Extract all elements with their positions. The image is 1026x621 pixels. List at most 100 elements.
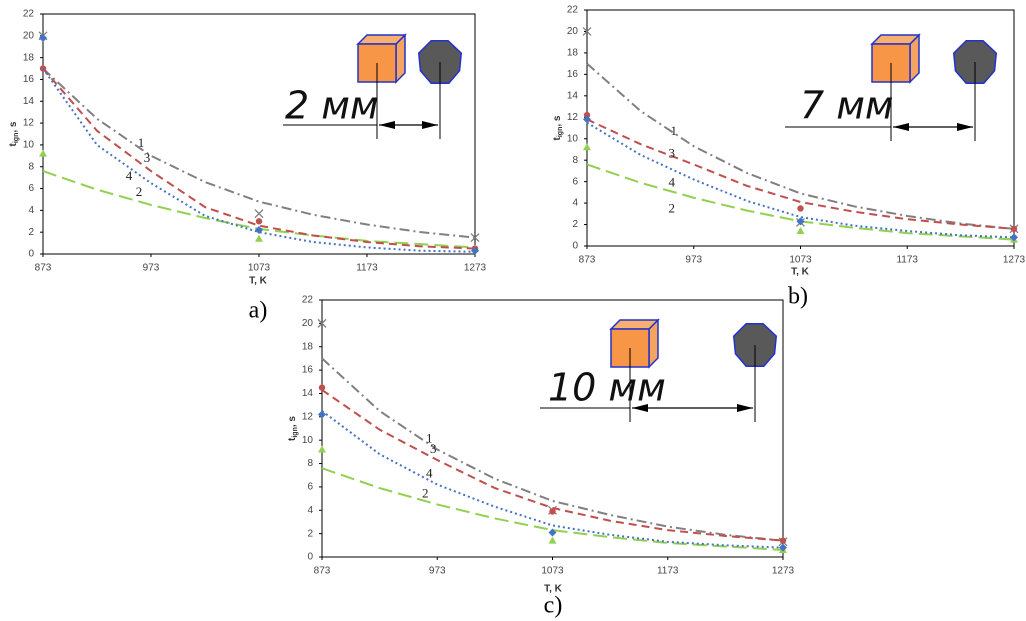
y-tick-label: 6 xyxy=(28,183,34,194)
y-axis-label-unit: , s xyxy=(287,416,298,428)
data-point xyxy=(549,508,556,515)
curve-label: 2 xyxy=(422,485,429,500)
curve-label: 4 xyxy=(669,174,676,189)
data-point xyxy=(39,34,47,42)
y-axis-label-sub: ign xyxy=(557,127,564,138)
data-point xyxy=(796,217,805,226)
y-tick-label: 4 xyxy=(307,505,313,516)
y-tick-label: 0 xyxy=(28,249,34,260)
y-tick-label: 18 xyxy=(23,52,35,63)
x-axis-label: T, K xyxy=(791,267,810,278)
data-point xyxy=(39,149,47,157)
y-tick-label: 16 xyxy=(567,69,579,80)
y-tick-label: 14 xyxy=(567,90,579,101)
x-tick-label: 973 xyxy=(429,566,446,577)
data-point xyxy=(317,318,327,328)
y-tick-label: 6 xyxy=(307,482,313,493)
plot-frame xyxy=(42,13,476,255)
y-tick-label: 0 xyxy=(572,241,578,252)
data-point xyxy=(1010,225,1018,233)
y-tick-label: 0 xyxy=(307,552,313,563)
series-line xyxy=(42,67,476,253)
data-point xyxy=(471,246,479,255)
data-point xyxy=(583,143,591,151)
y-tick-label: 20 xyxy=(23,30,35,41)
curve-label: 1 xyxy=(671,123,678,138)
data-point xyxy=(548,528,557,537)
y-tick-label: 6 xyxy=(572,176,578,187)
y-axis-label-sub: ign xyxy=(13,133,20,144)
x-axis-label: T, K xyxy=(544,584,563,595)
y-tick-label: 18 xyxy=(567,48,579,59)
series-line xyxy=(321,410,784,549)
data-point xyxy=(548,536,557,544)
x-tick-label: 1273 xyxy=(464,263,487,274)
y-axis-label-main: t xyxy=(287,437,298,441)
x-tick-label: 973 xyxy=(685,255,702,266)
x-axis-label: T, K xyxy=(249,276,268,287)
y-tick-label: 22 xyxy=(302,295,314,306)
data-point xyxy=(255,218,263,225)
y-tick-label: 12 xyxy=(302,411,314,422)
cube-top xyxy=(870,34,921,45)
y-tick-label: 10 xyxy=(302,435,314,446)
y-tick-label: 8 xyxy=(572,155,578,166)
curve-label: 3 xyxy=(144,150,151,165)
data-point xyxy=(1010,233,1018,242)
x-tick-label: 1273 xyxy=(1003,255,1026,266)
data-point xyxy=(796,226,805,234)
y-tick-label: 8 xyxy=(28,161,34,172)
x-tick-label: 1173 xyxy=(896,255,918,266)
x-tick-label: 1273 xyxy=(772,566,795,577)
curve-label: 1 xyxy=(138,135,145,150)
x-tick-label: 1073 xyxy=(789,255,812,266)
distance-label: 7 мм xyxy=(800,84,894,128)
x-tick-label: 873 xyxy=(579,255,596,266)
x-tick-label: 973 xyxy=(143,263,160,274)
curve-label: 3 xyxy=(669,145,676,160)
data-point xyxy=(318,445,326,453)
y-tick-label: 20 xyxy=(302,318,314,329)
y-tick-label: 18 xyxy=(302,341,314,352)
panel-label: c) xyxy=(544,593,563,619)
data-point xyxy=(318,384,326,391)
y-tick-label: 20 xyxy=(567,26,579,37)
y-axis-label-sub: ign xyxy=(292,427,299,438)
y-tick-label: 14 xyxy=(302,388,314,399)
arrow-head xyxy=(379,121,438,129)
y-axis-label-unit: , s xyxy=(552,115,563,127)
distance-label: 10 мм xyxy=(548,366,666,410)
y-tick-label: 16 xyxy=(302,365,314,376)
y-tick-label: 16 xyxy=(23,74,35,85)
data-point xyxy=(779,537,787,544)
x-tick-label: 873 xyxy=(314,566,331,577)
data-point xyxy=(583,111,591,119)
x-tick-label: 1073 xyxy=(248,263,271,274)
series-line xyxy=(586,121,1015,239)
y-axis-label-unit: , s xyxy=(8,121,19,133)
curve-label: 4 xyxy=(126,168,133,183)
y-tick-label: 10 xyxy=(567,133,579,144)
distance-label: 2 мм xyxy=(285,84,379,128)
panel-label: b) xyxy=(788,284,808,310)
data-point xyxy=(255,234,263,242)
data-point xyxy=(254,209,264,219)
cube-top xyxy=(356,34,407,45)
y-tick-label: 4 xyxy=(572,198,578,209)
y-axis-label-main: t xyxy=(552,136,563,140)
y-tick-label: 2 xyxy=(28,227,34,238)
y-axis-label: tign, s xyxy=(8,121,20,146)
y-axis-label-main: t xyxy=(8,142,19,146)
y-tick-label: 2 xyxy=(307,528,313,539)
series-line xyxy=(321,357,784,542)
series-line xyxy=(321,389,784,542)
curve-label: 2 xyxy=(136,184,143,199)
curve-label: 1 xyxy=(426,431,433,446)
data-point xyxy=(779,543,787,552)
y-tick-label: 14 xyxy=(23,96,35,107)
y-tick-label: 2 xyxy=(572,219,578,230)
data-point xyxy=(797,205,804,212)
y-tick-label: 10 xyxy=(23,140,35,151)
y-tick-label: 12 xyxy=(567,112,579,123)
